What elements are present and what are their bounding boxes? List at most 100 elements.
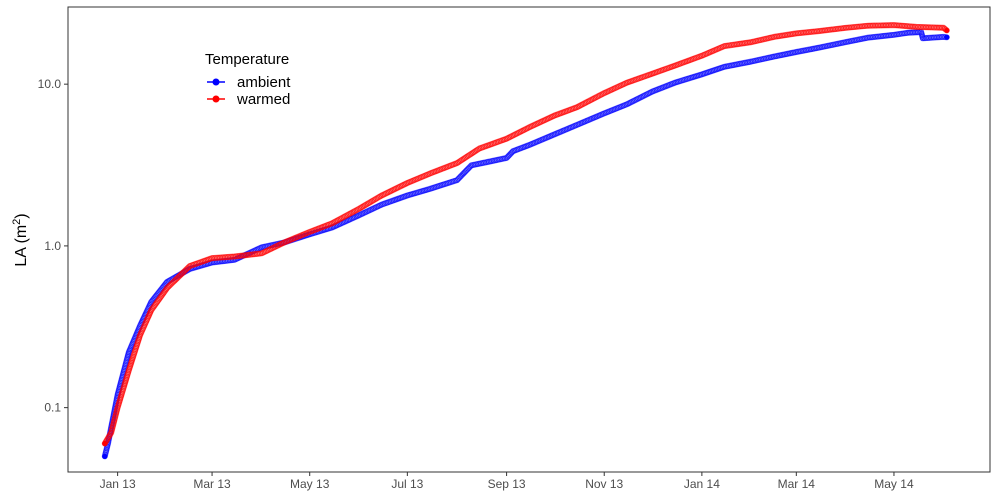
point-warmed [263,248,269,255]
point-warmed [512,131,518,138]
point-warmed [466,152,472,159]
point-warmed [374,195,381,201]
series-line-warmed [101,22,950,447]
point-warmed [106,434,112,440]
x-tick-label: Jul 13 [391,477,423,491]
point-warmed [336,216,342,223]
point-warmed [280,240,286,246]
x-tick-label: Jan 14 [684,477,720,491]
point-warmed [105,435,111,441]
point-ambient [638,94,644,101]
x-tick-label: Nov 13 [585,477,623,491]
point-warmed [590,96,596,102]
point-warmed [401,181,408,188]
point-warmed [515,130,521,136]
point-warmed [474,147,480,153]
y-tick-label: 1.0 [44,239,61,253]
point-warmed [600,91,606,97]
point-warmed [577,103,583,109]
point-warmed [508,133,514,140]
point-warmed [505,135,511,141]
point-warmed [381,191,388,197]
point-warmed [387,188,393,195]
legend-key-warmed-point [212,95,220,103]
point-warmed [345,212,351,218]
point-warmed [366,200,372,206]
legend-label-warmed: warmed [236,91,290,108]
point-warmed [509,133,515,139]
point-warmed [376,194,382,200]
point-warmed [142,320,149,327]
point-warmed [350,209,357,215]
point-ambient [643,91,650,98]
point-warmed [527,124,534,130]
y-axis-title-superscript: 2 [11,219,23,225]
y-tick-label: 10.0 [38,77,62,91]
point-warmed [106,432,113,439]
point-warmed [332,219,338,225]
legend-item-ambient: ambient [207,74,291,91]
point-warmed [539,118,545,125]
point-warmed [522,126,528,133]
point-warmed [472,148,479,154]
point-warmed [367,199,374,205]
y-tick-label: 0.1 [44,401,61,415]
point-warmed [145,314,151,321]
point-ambient [626,100,633,106]
point-warmed [591,95,597,102]
y-axis-title-close: ) [13,213,30,218]
point-warmed [503,136,510,142]
point-warmed [520,127,527,134]
legend-key-ambient-point [212,78,220,86]
point-warmed [148,307,154,313]
point-ambient [625,100,631,107]
point-warmed [523,126,529,132]
point-ambient [355,213,361,219]
point-warmed [510,132,517,138]
point-warmed [516,129,522,136]
point-warmed [517,129,524,135]
x-tick-label: Sep 13 [488,477,526,491]
legend-item-warmed: warmed [207,91,290,108]
point-warmed [154,299,160,306]
point-warmed [359,204,365,210]
point-warmed [342,213,348,220]
point-ambient [639,93,645,100]
point-warmed [620,81,627,87]
x-tick-label: Mar 14 [778,477,816,491]
point-warmed [578,102,584,108]
point-warmed [155,298,161,304]
point-warmed [506,134,513,141]
point-warmed [348,210,354,217]
point-warmed [377,193,383,200]
point-warmed [360,203,367,209]
point-warmed [159,291,166,298]
x-axis: Jan 13 Mar 13 May 13 Jul 13 Sep 13 Nov 13 Jan … [100,472,914,491]
point-warmed [329,220,335,227]
point-warmed [582,100,589,106]
y-axis: 0.1 1.0 10.0 [38,77,68,415]
point-warmed [587,97,593,104]
point-warmed [546,115,552,121]
point-warmed [386,189,392,195]
plot-panel-border [67,6,991,473]
point-ambient [635,95,641,102]
point-warmed [389,187,395,194]
point-ambient [631,98,637,104]
x-tick-label: Mar 13 [193,477,231,491]
point-warmed [339,215,345,221]
point-warmed [330,219,337,226]
point-warmed [531,122,538,128]
point-ambient [632,97,638,103]
point-warmed [140,325,147,331]
point-warmed [268,245,275,252]
point-warmed [335,217,341,223]
point-warmed [585,98,592,105]
point-warmed [475,146,481,153]
point-warmed [261,249,268,255]
point-warmed [524,125,531,131]
point-warmed [333,218,340,224]
point-warmed [594,94,600,100]
x-tick-label: May 13 [290,477,330,491]
